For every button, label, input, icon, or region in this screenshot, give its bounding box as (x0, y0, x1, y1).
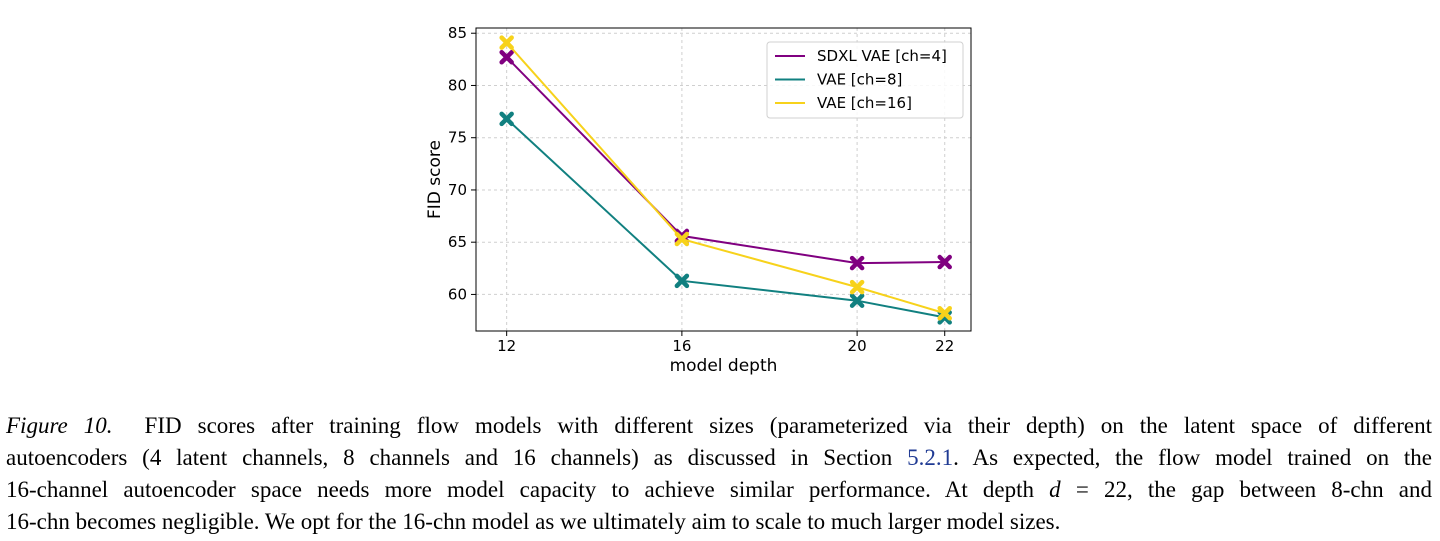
data-point-marker (849, 279, 865, 295)
series-line (505, 118, 945, 319)
y-tick-label: 75 (448, 129, 467, 147)
data-point-marker (674, 231, 690, 247)
y-tick-label: 70 (448, 181, 467, 199)
series-line (505, 41, 946, 315)
data-point-marker (937, 254, 952, 270)
x-tick-label: 20 (848, 337, 867, 355)
line-chart: 12 16 20 22 60 65 70 75 80 85 model depth FID sco… (425, 24, 972, 376)
data-point-marker (674, 273, 690, 289)
caption-line-4: 16-chn becomes negligible. We opt for th… (6, 509, 1061, 534)
figure-caption: Figure 10. FID scores after training flo… (6, 410, 1432, 538)
y-tick-label: 65 (448, 233, 467, 251)
x-axis-label: model depth (670, 356, 778, 376)
axis-ticks: 12 16 20 22 60 65 70 75 80 85 (448, 24, 954, 355)
plot-frame (475, 27, 972, 332)
series-2 (499, 111, 952, 325)
caption-line-3b: = 22, the gap between 8-chn and (1075, 477, 1432, 502)
x-tick-label: 22 (935, 337, 954, 355)
figure-label: Figure 10. (6, 413, 113, 438)
data-point-marker (849, 293, 865, 308)
legend: SDXL VAE [ch=4] VAE [ch=8] VAE [ch=16] (766, 41, 964, 119)
data-point-marker (937, 305, 952, 321)
data-point-marker (849, 255, 865, 271)
data-point-marker (499, 50, 514, 65)
section-link[interactable]: 5.2.1 (907, 445, 954, 470)
caption-line-3a: 16-channel autoencoder space needs more … (6, 477, 1035, 502)
legend-entry-label: SDXL VAE [ch=4] (817, 47, 947, 65)
legend-entry-label: VAE [ch=8] (817, 71, 902, 89)
caption-line-1: FID scores after training flow models wi… (144, 413, 1433, 438)
y-tick-label: 60 (448, 285, 467, 303)
legend-entry-label: VAE [ch=16] (817, 94, 912, 112)
y-tick-label: 80 (448, 76, 467, 94)
x-tick-label: 12 (497, 337, 516, 355)
y-tick-label: 85 (448, 24, 467, 42)
math-variable: d (1049, 477, 1061, 502)
caption-line-2b: . As expected, the flow model trained on… (953, 445, 1433, 470)
x-tick-label: 16 (672, 337, 691, 355)
legend-box (766, 41, 964, 119)
data-point-marker (499, 35, 514, 50)
figure: 12 16 20 22 60 65 70 75 80 85 model depth FID sco… (425, 24, 972, 376)
y-axis-label: FID score (425, 140, 445, 219)
series-3 (499, 35, 952, 321)
series-lines (499, 35, 952, 325)
data-point-marker (499, 111, 514, 127)
series-line (505, 56, 945, 265)
caption-line-2a: autoencoders (4 latent channels, 8 chann… (6, 445, 893, 470)
